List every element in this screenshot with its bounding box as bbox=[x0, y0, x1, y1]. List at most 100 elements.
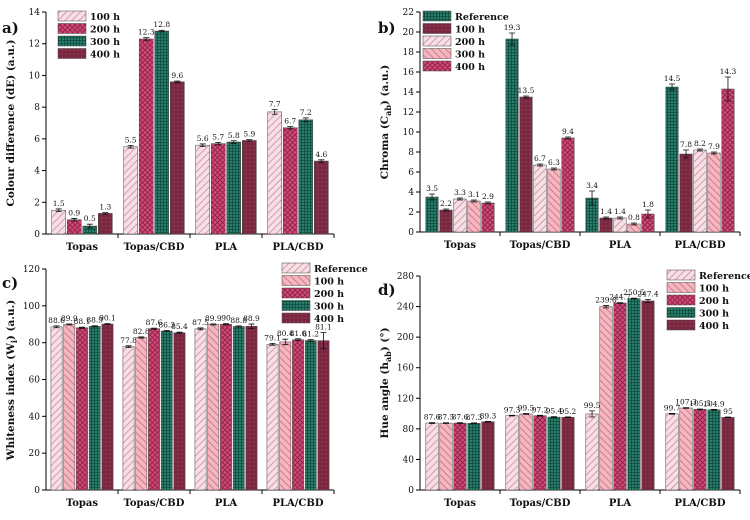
data-label: 3.4 bbox=[586, 181, 598, 190]
error-bar bbox=[724, 416, 731, 419]
data-label: 79.1 bbox=[264, 333, 281, 342]
bar-h100 bbox=[599, 306, 613, 491]
bar-h100 bbox=[279, 341, 292, 491]
data-label: 4.6 bbox=[315, 150, 327, 159]
error-bar bbox=[603, 305, 610, 309]
data-label: 1.5 bbox=[53, 199, 65, 208]
bar-h100 bbox=[439, 209, 453, 233]
y-tick-label: 0 bbox=[34, 486, 40, 496]
error-bar bbox=[470, 199, 477, 203]
data-label: 5.8 bbox=[228, 131, 240, 140]
legend-swatch bbox=[666, 294, 696, 306]
error-bar bbox=[246, 139, 253, 142]
bar-h400 bbox=[242, 140, 257, 235]
bar-h400 bbox=[317, 340, 330, 491]
data-label: 87.5 bbox=[192, 318, 209, 327]
bar-ref bbox=[505, 38, 519, 233]
x-category-label: Topas bbox=[444, 498, 476, 509]
bar-h300 bbox=[547, 416, 561, 491]
data-label: 99.5 bbox=[584, 401, 601, 410]
error-bar bbox=[564, 136, 571, 140]
legend-label: 400 h bbox=[455, 62, 485, 73]
error-bar bbox=[55, 208, 62, 212]
error-bar bbox=[223, 323, 229, 326]
error-bar bbox=[523, 413, 530, 415]
bar-h200 bbox=[148, 328, 160, 491]
bar-h300 bbox=[627, 298, 641, 491]
legend-swatch bbox=[422, 35, 452, 47]
legend-label: 300 h bbox=[314, 302, 344, 313]
data-label: 7.7 bbox=[269, 100, 281, 109]
bar-h400 bbox=[481, 202, 495, 233]
chart-panel-4: 04080120160200240280Topas87.687.587.687.… bbox=[378, 269, 750, 509]
error-bar bbox=[630, 297, 637, 300]
data-label: 105.5 bbox=[689, 399, 711, 408]
error-bar bbox=[125, 345, 132, 349]
error-bar bbox=[589, 190, 596, 206]
error-bar bbox=[66, 323, 73, 326]
legend-swatch bbox=[57, 35, 87, 47]
data-label: 244.7 bbox=[609, 293, 631, 302]
y-tick-label: 2 bbox=[34, 198, 40, 208]
legend-swatch bbox=[422, 23, 452, 34]
legend-label: Reference bbox=[699, 271, 750, 282]
bar-h100 bbox=[519, 413, 533, 491]
data-label: 87.6 bbox=[146, 318, 163, 327]
bar-h400 bbox=[101, 323, 114, 491]
error-bar bbox=[282, 338, 289, 346]
bar-h200 bbox=[533, 415, 547, 491]
y-tick-label: 12 bbox=[29, 40, 40, 50]
data-label: 1.4 bbox=[600, 207, 612, 216]
bar-h100 bbox=[51, 209, 66, 235]
error-bar bbox=[457, 422, 463, 424]
x-category-label: Topas/CBD bbox=[124, 242, 185, 253]
y-tick-label: 240 bbox=[397, 303, 414, 313]
error-bar bbox=[630, 222, 637, 226]
bar-h300 bbox=[467, 200, 481, 233]
x-category-label: Topas bbox=[66, 242, 98, 253]
error-bar bbox=[174, 80, 181, 83]
error-bar bbox=[509, 32, 516, 46]
error-bar bbox=[697, 408, 703, 411]
data-label: 87.3 bbox=[466, 413, 483, 422]
data-label: 2.2 bbox=[440, 199, 452, 208]
x-category-label: PLA/CBD bbox=[272, 498, 323, 509]
legend-swatch bbox=[57, 48, 87, 59]
x-category-label: Topas/CBD bbox=[124, 498, 185, 509]
bar-h100 bbox=[439, 422, 453, 491]
data-label: 81.6 bbox=[290, 329, 307, 338]
chart-panel-3: 020406080100120Topas88.689.988.188.990.1… bbox=[2, 262, 368, 509]
bar-h400 bbox=[721, 417, 735, 491]
data-label: 88.1 bbox=[74, 317, 91, 326]
error-bar bbox=[102, 212, 109, 215]
bar-h200 bbox=[613, 217, 627, 233]
data-label: 250.5 bbox=[623, 288, 645, 297]
data-label: 13.5 bbox=[518, 86, 535, 95]
bar-h300 bbox=[88, 326, 101, 491]
y-tick-label: 20 bbox=[29, 449, 41, 459]
data-label: 88.9 bbox=[86, 316, 103, 325]
error-bar bbox=[318, 159, 325, 163]
data-label: 89.9 bbox=[205, 314, 222, 323]
bar-h300 bbox=[226, 141, 242, 235]
bar-h400 bbox=[641, 300, 655, 491]
y-tick-label: 40 bbox=[29, 412, 41, 422]
x-category-label: PLA bbox=[215, 498, 238, 509]
legend-swatch bbox=[666, 282, 696, 293]
legend-label: 400 h bbox=[90, 50, 120, 61]
legend-label: Reference bbox=[455, 12, 509, 23]
data-label: 97.2 bbox=[532, 405, 549, 414]
x-category-label: Topas bbox=[444, 240, 476, 251]
data-label: 239.8 bbox=[595, 296, 617, 305]
error-bar bbox=[710, 409, 717, 411]
x-category-label: Topas/CBD bbox=[510, 498, 571, 509]
error-bar bbox=[163, 330, 170, 333]
data-label: 2.9 bbox=[482, 192, 494, 201]
data-label: 82.8 bbox=[133, 327, 150, 336]
chart-panel-2: 0 2 4 6 8 10 12 14 16 18 20 22 Topas 3.52.23.3 3.1 2.9 T… bbox=[378, 8, 741, 251]
bar-h400 bbox=[314, 160, 329, 235]
error-bar bbox=[523, 95, 530, 99]
data-label: 0.9 bbox=[68, 208, 80, 217]
bar-h400 bbox=[721, 88, 735, 233]
legend-swatch bbox=[57, 23, 87, 34]
